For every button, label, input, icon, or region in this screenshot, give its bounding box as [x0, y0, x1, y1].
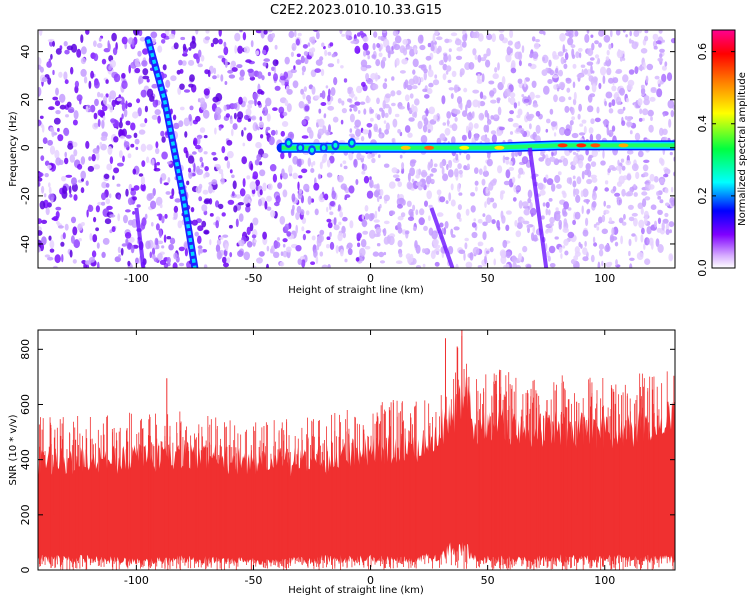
y-tick-label: 0: [19, 567, 32, 574]
trace-horizontal-core: [281, 143, 675, 150]
x-tick-label: -50: [244, 272, 262, 285]
colorbar-ticks: 0.0 0.2 0.4 0.6: [696, 43, 735, 277]
trace-blob-core: [310, 147, 315, 153]
trace-hotspot: [557, 143, 568, 148]
y-tick-label: -40: [19, 235, 32, 253]
trace-hotspot: [590, 143, 601, 148]
spectrogram-y-ticks: -40 -20 0 20 40: [19, 45, 675, 253]
y-tick-label: 800: [19, 339, 32, 360]
spectrogram-frame: [37, 29, 676, 269]
colorbar-label: Normalized spectral amplitude: [737, 72, 748, 226]
colorbar-tick-label: 0.6: [696, 43, 709, 61]
trace-steep-core: [146, 39, 197, 268]
spectrogram-x-ticks: -100 -50 0 50 100: [124, 30, 615, 285]
trace-faint: [134, 207, 146, 268]
trace-blob-core: [286, 140, 291, 146]
snr-series-spikes: [38, 330, 675, 570]
trace-faint: [429, 207, 455, 268]
spectrogram-x-axis-label: Height of straight line (km): [288, 285, 424, 296]
trace-blob-core: [333, 142, 338, 148]
trace-hotspot: [424, 145, 435, 150]
trace-hotspot: [618, 143, 629, 148]
snr-frame: [37, 329, 676, 571]
x-tick-label: -100: [124, 272, 149, 285]
trace-hotspot: [400, 145, 411, 150]
y-tick-label: 200: [19, 504, 32, 525]
colorbar-gradient: [711, 29, 736, 269]
x-tick-label: 50: [481, 574, 495, 587]
x-tick-label: 50: [481, 272, 495, 285]
snr-y-axis-label: SNR (10 * v/v): [8, 414, 19, 485]
snr-panel: -100 -50 0 50 100 0 200 400 600 800 Height of st…: [8, 329, 676, 596]
y-tick-label: 600: [19, 394, 32, 415]
colorbar-tick-label: 0.2: [696, 187, 709, 205]
trace-hotspot: [494, 145, 505, 150]
y-tick-label: 0: [19, 144, 32, 151]
x-tick-label: 0: [367, 272, 374, 285]
colorbar: 0.0 0.2 0.4 0.6 Normalized spectral amplitu…: [696, 29, 748, 277]
y-tick-label: -20: [19, 187, 32, 205]
x-tick-label: 0: [367, 574, 374, 587]
trace-faint: [527, 147, 549, 268]
y-tick-label: 400: [19, 449, 32, 470]
spectrogram-panel: -100 -50 0 50 100 -40 -20 0 20 40 Height of stra…: [8, 29, 676, 296]
x-tick-label: -100: [124, 574, 149, 587]
trace-blob-core: [349, 140, 354, 146]
y-tick-label: 40: [19, 45, 32, 59]
snr-x-axis-label: Height of straight line (km): [288, 585, 424, 596]
trace-blob-core: [321, 145, 326, 151]
figure-title: C2E2.2023.010.10.33.G15: [270, 3, 442, 18]
x-tick-label: -50: [244, 574, 262, 587]
x-tick-label: 100: [594, 574, 615, 587]
trace-hotspot: [459, 145, 470, 150]
y-tick-label: 20: [19, 93, 32, 107]
spectrogram-y-axis-label: Frequency (Hz): [8, 111, 19, 187]
trace-blob-core: [298, 145, 303, 151]
colorbar-tick-label: 0.0: [696, 259, 709, 277]
spectrogram-traces: [134, 36, 675, 268]
colorbar-tick-label: 0.4: [696, 115, 709, 132]
snr-y-ticks: 0 200 400 600 800: [19, 339, 675, 574]
x-tick-label: 100: [594, 272, 615, 285]
trace-hotspot: [576, 143, 587, 148]
snr-x-ticks: -100 -50 0 50 100: [124, 330, 615, 587]
